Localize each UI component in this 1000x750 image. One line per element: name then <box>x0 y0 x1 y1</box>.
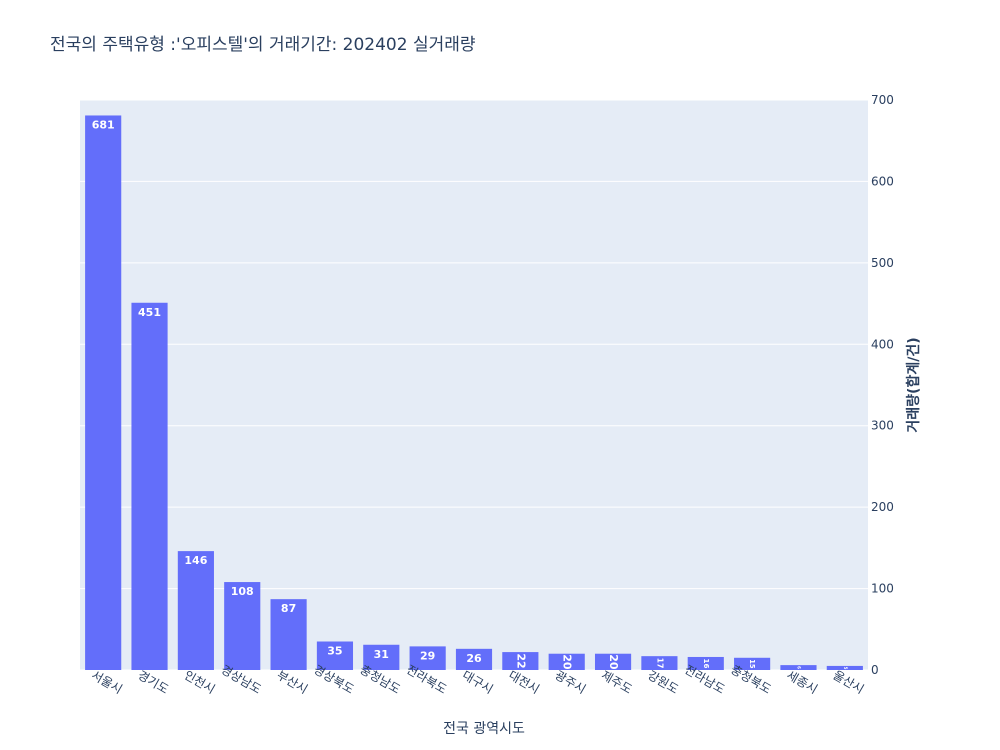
x-tick-label: 서울시 <box>89 668 125 697</box>
bars <box>85 115 863 670</box>
x-tick-label: 대구시 <box>460 668 496 697</box>
y-tick-label: 0 <box>871 663 879 677</box>
bar <box>687 656 724 670</box>
bar <box>641 656 678 670</box>
bar-value-label: 20 <box>561 654 574 670</box>
bar <box>780 665 817 670</box>
bar <box>316 641 354 670</box>
x-tick-label: 경기도 <box>135 668 171 697</box>
bar <box>177 551 214 670</box>
bar-labels: 681 451 146 108 87 35 31 29 26 22 20 20 17 16 15 6 5 <box>92 118 848 669</box>
bar <box>502 652 539 670</box>
bar-value-label: 16 <box>702 659 711 669</box>
y-tick-label: 100 <box>871 582 894 596</box>
x-tick-label: 세종시 <box>784 668 820 697</box>
bar <box>455 648 493 670</box>
bar <box>131 302 168 670</box>
x-tick-label: 부산시 <box>274 668 310 697</box>
bar-value-label: 108 <box>231 585 254 598</box>
bar-value-label: 31 <box>374 648 389 661</box>
x-tick-label: 울산시 <box>831 668 867 697</box>
x-tick-label: 인천시 <box>182 667 218 697</box>
y-tick-label: 600 <box>871 174 894 188</box>
bar-value-label: 20 <box>607 654 620 670</box>
bar-value-label: 22 <box>514 653 527 668</box>
bar-value-label: 5 <box>843 667 848 670</box>
bar-value-label: 146 <box>184 554 207 567</box>
bar <box>734 657 771 670</box>
bar <box>224 582 261 670</box>
bar-value-label: 17 <box>655 658 664 669</box>
bar-value-label: 87 <box>281 602 296 615</box>
bar-value-label: 29 <box>420 649 435 662</box>
bar-value-label: 451 <box>138 306 161 319</box>
bar-value-label: 26 <box>466 652 482 665</box>
y-tick-label: 700 <box>871 93 894 107</box>
bar-value-label: 681 <box>92 118 115 131</box>
bar-value-label: 6 <box>796 666 801 669</box>
bar <box>85 115 122 670</box>
y-tick-label: 200 <box>871 500 894 514</box>
y-tick-label: 300 <box>871 419 894 433</box>
bar <box>363 644 400 670</box>
bar <box>826 665 863 670</box>
y-tick-label: 400 <box>871 337 894 351</box>
x-tick-label: 강원도 <box>645 668 681 697</box>
bar-value-label: 35 <box>327 645 342 658</box>
bar <box>270 599 307 670</box>
x-tick-label: 광주시 <box>553 668 589 697</box>
bar-value-label: 15 <box>748 659 756 669</box>
y-axis-title: 거래량(합계/건) <box>905 337 922 432</box>
y-tick-label: 500 <box>871 256 894 270</box>
bar <box>548 653 585 670</box>
bar <box>409 646 446 670</box>
chart-title: 전국의 주택유형 :'오피스텔'의 거래기간: 202402 실거래량 <box>50 35 476 55</box>
y-tick-labels: 0 100 200 300 400 500 600 700 <box>871 93 894 677</box>
x-tick-label: 대전시 <box>506 668 542 697</box>
x-tick-label: 제주도 <box>599 668 635 697</box>
x-axis-title: 전국 광역시도 <box>443 721 525 737</box>
bar <box>594 653 632 670</box>
